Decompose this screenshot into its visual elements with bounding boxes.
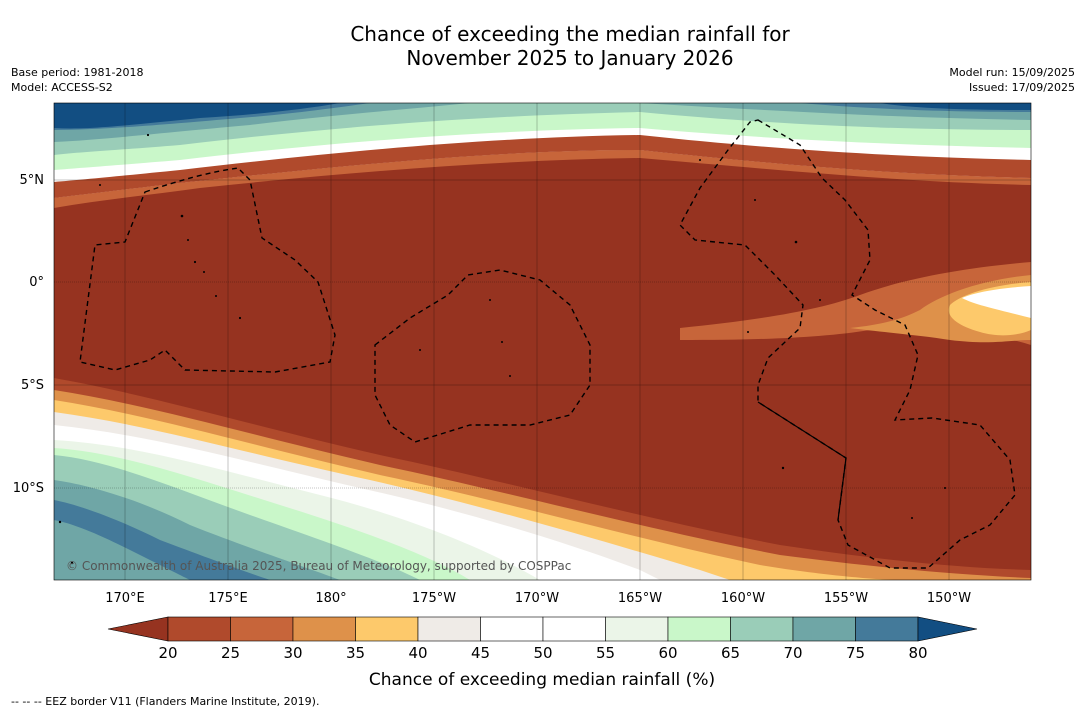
eez-kiribati-phoenix xyxy=(374,269,591,443)
field-north-dark-blue-east xyxy=(880,103,1031,110)
issued-date: Issued: 17/09/2025 xyxy=(968,81,1075,94)
field-south-teal-inner xyxy=(54,520,190,580)
cb-tick-20: 20 xyxy=(158,644,177,662)
lon-label-155w: 155°W xyxy=(824,591,868,606)
colorbar-segment xyxy=(230,616,294,642)
colorbar-segment xyxy=(792,616,856,642)
footnote: -- -- -- EEZ border V11 (Flanders Marine… xyxy=(11,695,320,708)
chart-title-line2: November 2025 to January 2026 xyxy=(406,46,734,70)
cb-tick-45: 45 xyxy=(471,644,490,662)
colorbar-segment xyxy=(292,616,356,642)
lat-axis: 5°N 0° 5°S 10°S xyxy=(13,173,44,496)
cb-tick-75: 75 xyxy=(846,644,865,662)
colorbar-segment xyxy=(167,616,231,642)
colorbar-segment xyxy=(605,616,669,642)
lon-label-170w: 170°W xyxy=(515,591,559,606)
cb-tick-50: 50 xyxy=(533,644,552,662)
eez-borders xyxy=(79,119,1016,569)
cb-tick-70: 70 xyxy=(783,644,802,662)
eez-kiribati-gilbert xyxy=(79,167,336,373)
graticule xyxy=(54,103,1031,580)
model-name: Model: ACCESS-S2 xyxy=(11,81,113,94)
cb-tick-35: 35 xyxy=(346,644,365,662)
cb-tick-65: 65 xyxy=(721,644,740,662)
field-north-transition xyxy=(54,135,1031,198)
colorbar-arrow-high xyxy=(917,616,978,642)
meta-left: Base period: 1981-2018 Model: ACCESS-S2 xyxy=(11,65,143,95)
map-field xyxy=(54,103,1031,580)
base-period: Base period: 1981-2018 xyxy=(11,66,144,79)
colorbar-segment xyxy=(417,616,481,642)
lon-label-160w: 160°W xyxy=(721,591,765,606)
chart-title-line1: Chance of exceeding the median rainfall … xyxy=(350,22,790,46)
colorbar-segment xyxy=(730,616,794,642)
colorbar xyxy=(107,616,978,642)
colorbar-segment xyxy=(667,616,731,642)
lon-axis: 170°E 175°E 180° 175°W 170°W 165°W 160°W… xyxy=(105,591,971,606)
lon-label-180: 180° xyxy=(315,591,346,606)
cb-tick-60: 60 xyxy=(658,644,677,662)
field-north-blue xyxy=(54,103,1031,130)
field-north-teal xyxy=(54,103,1031,142)
eez-kiribati-line xyxy=(679,119,1016,569)
field-east-wedge-white xyxy=(962,286,1031,318)
lat-label-5s: 5°S xyxy=(21,378,44,393)
lon-label-165w: 165°W xyxy=(618,591,662,606)
colorbar-segment xyxy=(855,616,919,642)
cb-tick-30: 30 xyxy=(283,644,302,662)
colorbar-segment xyxy=(542,616,606,642)
colorbar-segment xyxy=(480,616,544,642)
islands xyxy=(58,133,946,565)
lat-label-10s: 10°S xyxy=(13,481,44,496)
eez-solid-segments xyxy=(757,401,847,521)
lat-label-0: 0° xyxy=(29,275,44,290)
meta-right: Model run: 15/09/2025 Issued: 17/09/2025 xyxy=(949,65,1075,95)
lat-label-5n: 5°N xyxy=(20,173,45,188)
cb-tick-80: 80 xyxy=(908,644,927,662)
lon-label-175w: 175°W xyxy=(412,591,456,606)
colorbar-ticks: 20 25 30 35 40 45 50 55 60 65 70 75 80 xyxy=(158,644,927,662)
cb-tick-55: 55 xyxy=(596,644,615,662)
cb-tick-40: 40 xyxy=(408,644,427,662)
colorbar-label: Chance of exceeding median rainfall (%) xyxy=(369,670,715,690)
cb-tick-25: 25 xyxy=(221,644,240,662)
lon-label-175e: 175°E xyxy=(208,591,248,606)
copyright-text: © Commonwealth of Australia 2025, Bureau… xyxy=(66,559,571,573)
lon-label-170e: 170°E xyxy=(105,591,145,606)
map-frame xyxy=(53,102,1032,581)
field-north-dark-blue xyxy=(54,103,340,129)
chart-title: Chance of exceeding the median rainfall … xyxy=(0,22,1085,70)
field-north-orange xyxy=(54,150,1031,208)
colorbar-segment xyxy=(355,616,419,642)
model-run: Model run: 15/09/2025 xyxy=(949,66,1075,79)
colorbar-arrow-low xyxy=(107,616,169,642)
lon-label-150w: 150°W xyxy=(927,591,971,606)
